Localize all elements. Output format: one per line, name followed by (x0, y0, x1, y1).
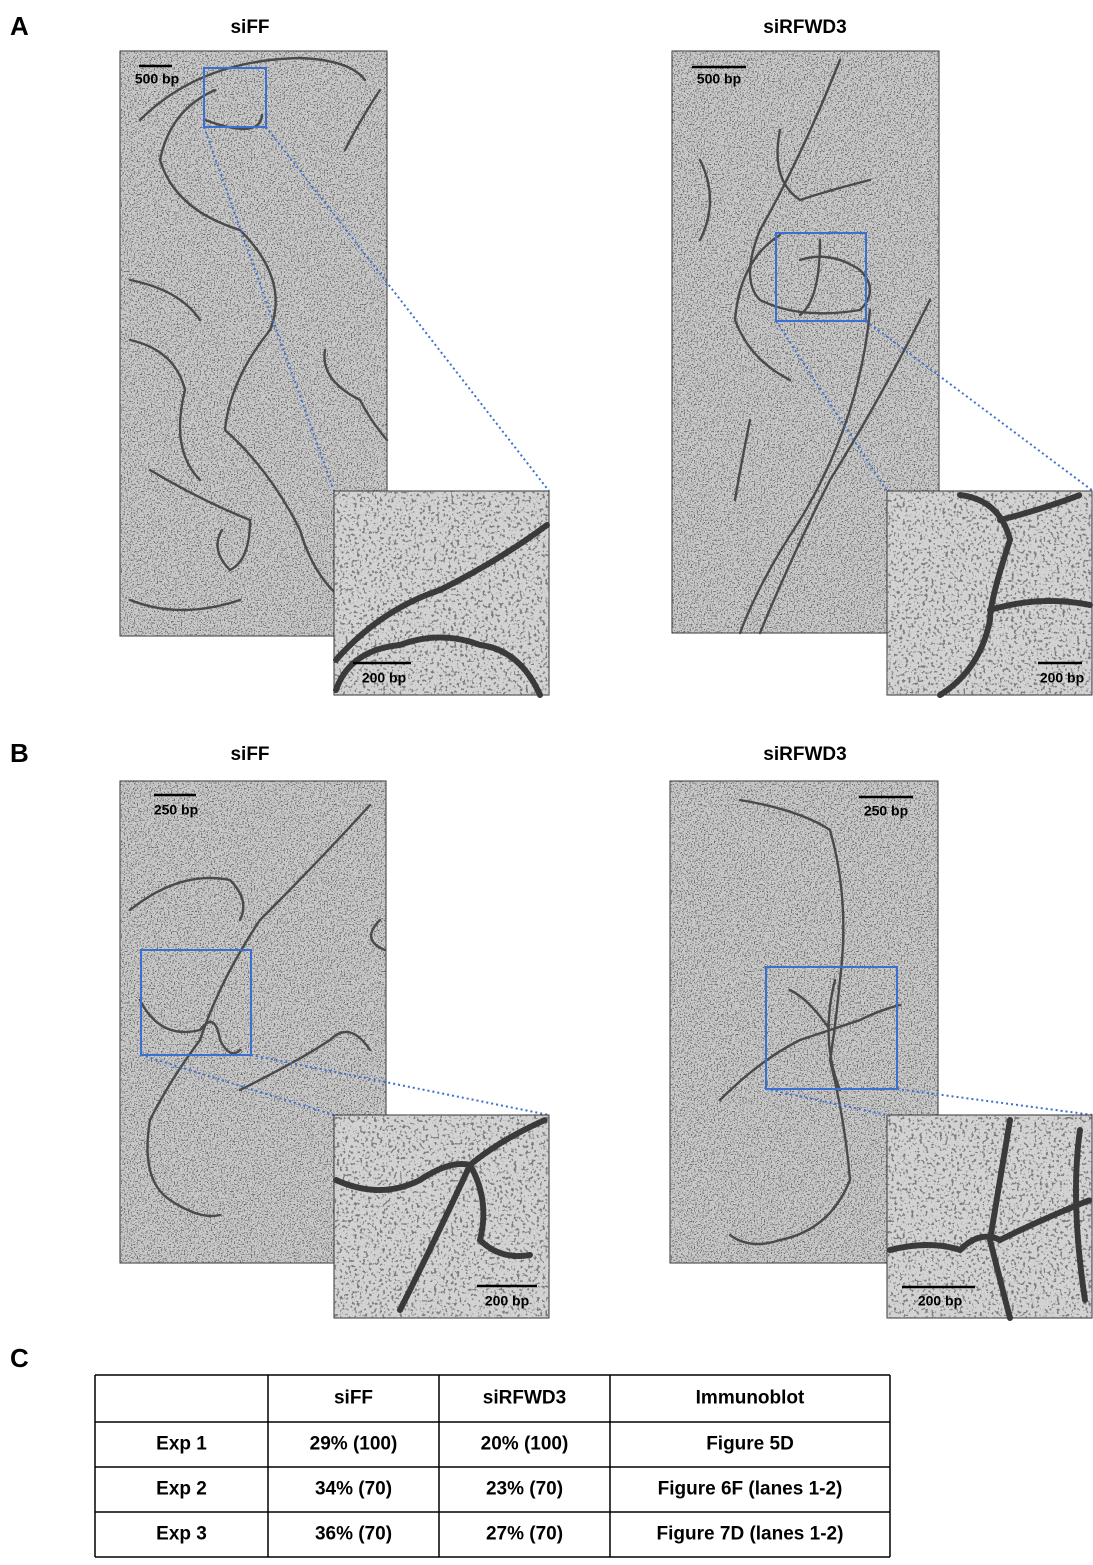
inset: 200 bp (334, 491, 549, 695)
column-header: siFF (334, 1388, 373, 1409)
table-cell: 34% (70) (315, 1479, 392, 1500)
scale-label: 200 bp (918, 1293, 962, 1309)
scale-label: 500 bp (697, 71, 741, 87)
column-header: Immunoblot (696, 1388, 805, 1409)
panel-title: siFF (230, 17, 269, 38)
texture (887, 491, 1092, 695)
texture (334, 1115, 549, 1318)
table-cell: 23% (70) (486, 1479, 563, 1500)
panel-label: A (10, 11, 29, 41)
inset: 200 bp (334, 1115, 549, 1318)
row-header: Exp 1 (156, 1434, 207, 1455)
scale-label: 200 bp (1040, 670, 1084, 686)
panel-label: B (10, 738, 29, 768)
scale-label: 250 bp (154, 802, 198, 818)
panel-label: C (10, 1343, 29, 1373)
inset: 200 bp (887, 491, 1092, 695)
table-cell: Figure 6F (lanes 1-2) (658, 1479, 843, 1500)
scale-label: 250 bp (864, 803, 908, 819)
column-header: siRFWD3 (483, 1388, 566, 1409)
table: siFF siRFWD3 Immunoblot Exp 1 29% (100) 20% (… (95, 1375, 890, 1557)
table-cell: 20% (100) (481, 1434, 569, 1455)
table-cell: 29% (100) (310, 1434, 398, 1455)
panel-title: siRFWD3 (763, 17, 846, 38)
scale-label: 200 bp (362, 670, 406, 686)
panel-title: siFF (230, 744, 269, 765)
scale-label: 500 bp (135, 71, 179, 87)
table-cell: 36% (70) (315, 1524, 392, 1545)
row-header: Exp 3 (156, 1524, 207, 1545)
table-cell: Figure 5D (706, 1434, 794, 1455)
scale-label: 200 bp (485, 1293, 529, 1309)
inset: 200 bp (887, 1115, 1092, 1318)
table-cell: Figure 7D (lanes 1-2) (657, 1524, 844, 1545)
panel-title: siRFWD3 (763, 744, 846, 765)
figure: A siFF siRFWD3 500 bp 200 bp 500 bp 200 … (0, 0, 1093, 1560)
row-header: Exp 2 (156, 1479, 207, 1500)
table-cell: 27% (70) (486, 1524, 563, 1545)
page: {"panels": [ {"label": "A", "left": {"ti… (0, 0, 1093, 1560)
